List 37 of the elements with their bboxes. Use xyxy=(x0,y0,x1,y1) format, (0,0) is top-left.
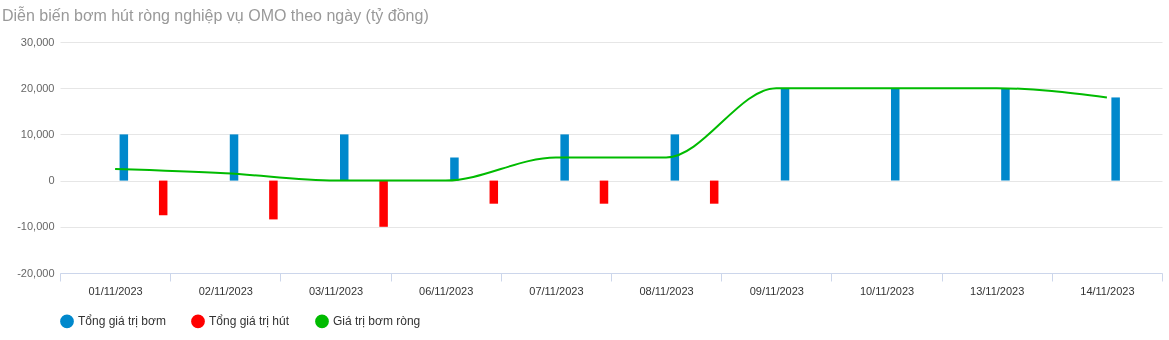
bar xyxy=(450,157,459,181)
line-series xyxy=(114,87,1108,182)
x-tick-label: 07/11/2023 xyxy=(529,284,584,297)
bar xyxy=(890,88,900,181)
x-tick-label: 06/11/2023 xyxy=(419,284,474,297)
chart-title: Diễn biến bơm hút ròng nghiệp vụ OMO theo ngày (tỷ đồng) xyxy=(2,6,429,24)
x-tick-label: 08/11/2023 xyxy=(639,284,694,297)
x-tick-label: 10/11/2023 xyxy=(859,284,915,297)
bar xyxy=(489,180,499,204)
y-tick-label: 0 xyxy=(48,174,55,187)
y-tick-label: 20,000 xyxy=(20,81,55,94)
x-tick-label: 01/11/2023 xyxy=(88,284,143,297)
bar xyxy=(269,180,278,220)
bar xyxy=(560,134,569,181)
bar xyxy=(379,180,388,227)
bar xyxy=(670,134,680,181)
legend-label: Tổng giá trị bơm xyxy=(78,314,166,329)
bar xyxy=(339,134,349,181)
x-tick-label: 09/11/2023 xyxy=(749,284,804,297)
y-tick-label: 10,000 xyxy=(20,127,55,140)
x-tick-label: 13/11/2023 xyxy=(970,284,1025,297)
y-tick-label: 30,000 xyxy=(20,35,55,48)
bar xyxy=(1001,88,1010,181)
legend-label: Giá trị bơm ròng xyxy=(333,314,421,329)
bar xyxy=(780,88,790,181)
y-tick-label: -20,000 xyxy=(17,266,55,279)
bar xyxy=(158,180,168,216)
x-tick-label: 14/11/2023 xyxy=(1080,284,1135,297)
x-tick-label: 02/11/2023 xyxy=(198,284,253,297)
bar xyxy=(599,180,609,204)
bar xyxy=(229,134,239,181)
bar xyxy=(119,134,129,181)
y-tick-label: -10,000 xyxy=(17,220,55,233)
bar xyxy=(709,180,719,204)
x-tick-label: 03/11/2023 xyxy=(308,284,364,297)
bar xyxy=(1111,97,1120,181)
legend-label: Tổng giá trị hút xyxy=(209,314,290,329)
